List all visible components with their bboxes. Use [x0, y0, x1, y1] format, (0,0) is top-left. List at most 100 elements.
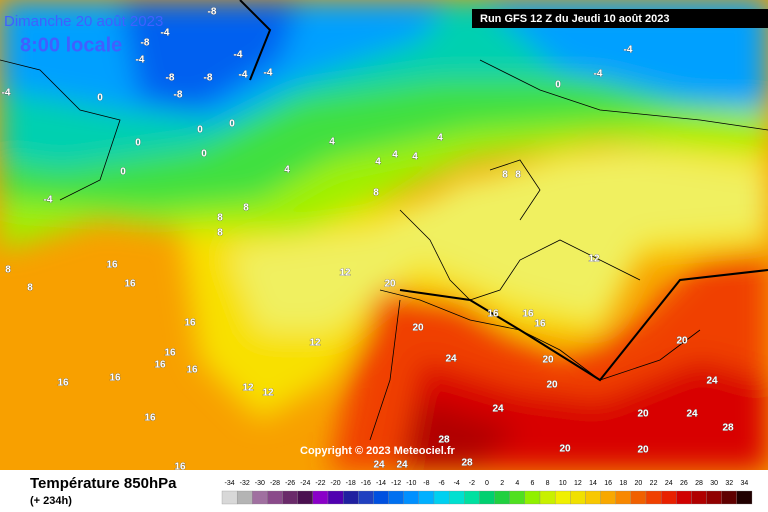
scale-swatch [312, 490, 329, 505]
scale-swatch [252, 490, 268, 505]
contour-label: 24 [445, 354, 457, 365]
contour-label: 16 [106, 260, 118, 271]
contour-label: 28 [722, 423, 734, 434]
contour-label: 8 [217, 228, 223, 239]
contour-label: 8 [27, 283, 33, 294]
date: Dimanche 20 août 2023 [4, 13, 163, 30]
scale-label: 24 [665, 480, 673, 487]
contour-label: 4 [437, 133, 443, 144]
contour-label: -8 [174, 90, 183, 101]
color-scale: -34 -32 -30 -28 -26 -24 -22 -20 -18 -16 -14 -12 -10-… [221, 480, 753, 505]
scale-swatch [554, 490, 571, 505]
scale-label: 26 [680, 480, 688, 487]
contour-label: 16 [144, 413, 156, 424]
scale-label: 20 [635, 480, 643, 487]
contour-label: 16 [57, 378, 69, 389]
scale-swatch [297, 490, 314, 505]
scale-swatch [464, 490, 480, 505]
contour-label: 8 [243, 203, 249, 214]
scale-swatch [448, 490, 465, 505]
contour-label: 16 [186, 365, 198, 376]
contour-label: 16 [174, 462, 186, 473]
scale-swatch [509, 490, 526, 505]
contour-label: 16 [522, 309, 534, 320]
scale-label: -2 [469, 480, 475, 487]
scale-swatch [221, 490, 238, 505]
scale-swatch [418, 490, 435, 505]
contour-label: 0 [229, 119, 235, 130]
scale-label: 22 [650, 480, 658, 487]
scale-label: -14 [376, 480, 386, 487]
scale-swatch [327, 490, 344, 505]
contour-label: -4 [624, 45, 633, 56]
scale-swatch [388, 490, 404, 505]
contour-label: 4 [412, 152, 418, 163]
scale-swatch [600, 490, 616, 505]
contour-label: 12 [588, 254, 600, 265]
contour-label: 0 [201, 149, 207, 160]
scale-swatch [358, 490, 374, 505]
scale-swatch [660, 490, 677, 505]
contour-label: 24 [373, 460, 385, 471]
scale-label: 10 [559, 480, 567, 487]
scale-label: -20 [331, 480, 341, 487]
scale-label: -8 [423, 480, 429, 487]
contour-label: 0 [97, 93, 103, 104]
scale-swatch [267, 490, 283, 505]
scale-label: -10 [406, 480, 416, 487]
contour-label: -4 [136, 55, 145, 66]
contour-label: 28 [438, 435, 450, 446]
scale-label: -32 [240, 480, 250, 487]
temperature-field [0, 0, 768, 470]
contour-label: -8 [208, 7, 217, 18]
time: 8:00 locale [20, 34, 122, 56]
contour-label: -8 [166, 73, 175, 84]
contour-label: 20 [412, 323, 424, 334]
contour-label: 16 [154, 360, 166, 371]
scale-swatch [494, 490, 510, 505]
contour-label: 8 [217, 213, 223, 224]
scale-swatch [630, 490, 647, 505]
contour-label: 28 [461, 458, 473, 469]
contour-label: 20 [637, 445, 649, 456]
scale-swatch [403, 490, 420, 505]
contour-label: -4 [239, 70, 248, 81]
contour-label: 12 [339, 268, 351, 279]
contour-label: -8 [141, 38, 150, 49]
contour-label: 24 [396, 460, 408, 471]
scale-swatch [736, 490, 753, 505]
contour-label: 24 [706, 376, 718, 387]
scale-label: -24 [300, 480, 310, 487]
scale-swatch [706, 490, 722, 505]
scale-label: 2 [500, 480, 504, 487]
contour-label: 16 [184, 318, 196, 329]
contour-label: 8 [5, 265, 11, 276]
scale-label: 6 [530, 480, 534, 487]
scale-label: 14 [589, 480, 597, 487]
scale-label: 16 [604, 480, 612, 487]
contour-label: 20 [542, 355, 554, 366]
scale-label: -30 [255, 480, 265, 487]
contour-label: 20 [384, 279, 396, 290]
scale-label: 30 [710, 480, 718, 487]
scale-swatch [524, 490, 541, 505]
contour-label: -4 [264, 68, 273, 79]
scale-swatch [570, 490, 586, 505]
scale-label: -28 [270, 480, 280, 487]
contour-label: 20 [546, 380, 558, 391]
footer-title: Température 850hPa [30, 475, 177, 492]
coastlines [0, 0, 768, 441]
contour-label: 8 [373, 188, 379, 199]
contour-label: 8 [502, 170, 508, 181]
contour-label: 20 [637, 409, 649, 420]
contour-label: 16 [534, 319, 546, 330]
contour-label: -4 [594, 69, 603, 80]
contour-label: 16 [124, 279, 136, 290]
scale-label: -18 [346, 480, 356, 487]
contour-label: 0 [120, 167, 126, 178]
contour-label: 16 [487, 309, 499, 320]
contour-label: 4 [329, 137, 335, 148]
contour-label: 0 [135, 138, 141, 149]
